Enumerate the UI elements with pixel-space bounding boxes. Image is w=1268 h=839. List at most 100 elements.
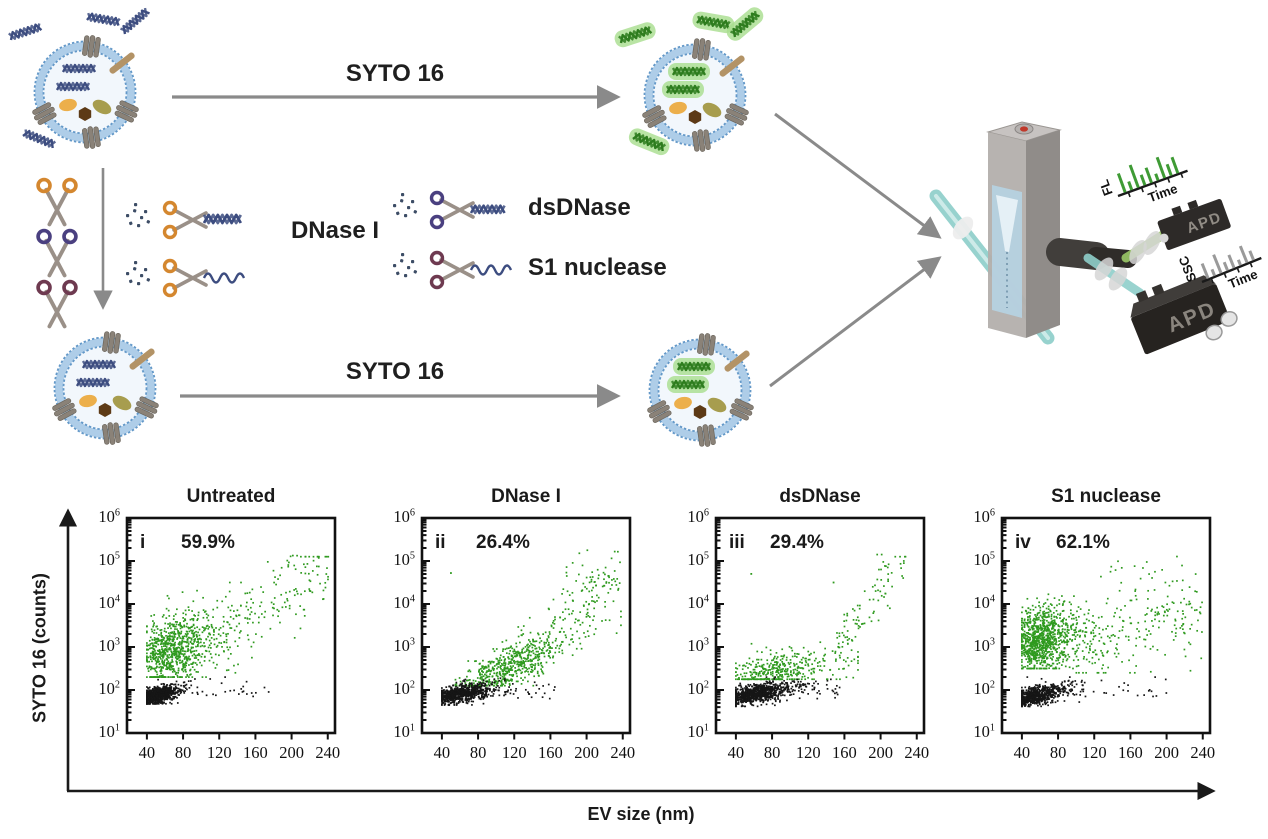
x-tick-label: 40 [727, 743, 745, 762]
dnase-cuts-dsdna-icon [126, 200, 243, 240]
x-tick-label: 160 [538, 743, 563, 762]
y-tick-label: 102 [973, 679, 995, 698]
y-axis-title: SYTO 16 (counts) [29, 573, 50, 723]
scatter-canvas [124, 515, 338, 743]
s1-nuclease-label: S1 nuclease [528, 254, 667, 281]
ev-treated-stained-icon [646, 332, 755, 447]
y-tick-label: 102 [393, 679, 415, 698]
x-tick-label: 240 [315, 743, 341, 762]
flow-cytometer-illustration: APD FL Time [929, 121, 1262, 355]
x-tick-label: 80 [469, 743, 487, 762]
x-tick-label: 120 [206, 743, 232, 762]
x-tick-label: 240 [610, 743, 636, 762]
scatter-canvas [419, 515, 633, 743]
nuclease-scissors-icons [36, 177, 78, 329]
scissors-maroon-icon [36, 279, 78, 329]
x-tick-label: 160 [1118, 743, 1143, 762]
x-tick-label: 40 [1013, 743, 1031, 762]
syto16-label-top: SYTO 16 [345, 60, 445, 87]
y-tick-label: 104 [973, 593, 995, 612]
panel-roman-numeral: i [140, 532, 146, 553]
x-tick-label: 120 [501, 743, 527, 762]
collection-lens-icon [1143, 231, 1161, 255]
x-tick-label: 40 [138, 743, 156, 762]
ev-treated-icon [51, 330, 160, 445]
x-tick-label: 200 [1154, 743, 1179, 762]
ev-untreated-icon [7, 6, 151, 149]
scatter-plot-s1-nuclease: S1 nuclease iv 62.1% 101 102 103 104 105 106 … [957, 486, 1219, 786]
x-tick-label: 80 [763, 743, 781, 762]
x-tick-label: 240 [1190, 743, 1216, 762]
panel-roman-numeral: ii [435, 532, 446, 553]
y-tick-label: 101 [393, 722, 415, 741]
y-tick-label: 105 [393, 550, 415, 569]
arrow-to-cytometer-bottom [769, 256, 942, 388]
x-tick-label: 120 [795, 743, 821, 762]
dnase-label: DNase I [290, 217, 380, 244]
y-tick-label: 103 [393, 636, 415, 655]
panel-roman-numeral: iv [1015, 532, 1031, 553]
plot-annotation: ii 26.4% [435, 532, 530, 554]
y-tick-label: 105 [98, 550, 120, 569]
apd-detector-bottom: APD [1130, 275, 1238, 355]
x-tick-label: 240 [904, 743, 930, 762]
x-tick-label: 40 [433, 743, 451, 762]
plot-annotation: iv 62.1% [1015, 532, 1110, 554]
dnase-cuts-ssdna-icon [126, 258, 246, 298]
plot-title: S1 nuclease [1051, 486, 1161, 507]
fl-axis-label: FL [1096, 178, 1116, 198]
plot-annotation: iii 29.4% [729, 532, 824, 554]
positive-percentage: 62.1% [1056, 532, 1110, 553]
y-tick-label: 101 [973, 722, 995, 741]
scissors-orange-icon [36, 177, 78, 227]
fl-signal-trace: FL Time [1096, 156, 1188, 205]
y-tick-label: 102 [98, 679, 120, 698]
scatter-canvas [713, 515, 927, 743]
plot-annotation: i 59.9% [140, 532, 235, 554]
x-tick-label: 160 [243, 743, 268, 762]
x-tick-label: 200 [574, 743, 599, 762]
plot-title: dsDNase [779, 486, 861, 507]
positive-percentage: 29.4% [770, 532, 824, 553]
ev-stained-icon [613, 4, 767, 157]
y-tick-label: 106 [393, 507, 415, 526]
y-tick-label: 103 [687, 636, 709, 655]
x-tick-label: 160 [832, 743, 857, 762]
dsdnase-label: dsDNase [528, 194, 631, 221]
s1-nuclease-icon [393, 250, 513, 290]
positive-percentage: 26.4% [476, 532, 530, 553]
collection-lens-icon [1094, 257, 1114, 281]
x-tick-label: 120 [1081, 743, 1107, 762]
x-axis-title: EV size (nm) [587, 804, 695, 824]
focusing-lens-icon [952, 216, 974, 240]
ssc-axis-label: SSC [1175, 253, 1199, 284]
scatter-plot-dsdnase: dsDNase iii 29.4% 101 102 103 104 105 106 40 8… [671, 486, 933, 786]
y-tick-label: 106 [973, 507, 995, 526]
sheath-funnel-icon [996, 195, 1018, 252]
y-tick-label: 103 [973, 636, 995, 655]
y-tick-label: 104 [98, 593, 120, 612]
positive-percentage: 59.9% [181, 532, 235, 553]
x-tick-label: 80 [1049, 743, 1067, 762]
y-tick-label: 106 [98, 507, 120, 526]
sample-inlet-icon [1020, 126, 1028, 132]
collection-lens-icon [1129, 240, 1147, 264]
panel-roman-numeral: iii [729, 532, 745, 553]
x-tick-label: 200 [279, 743, 304, 762]
y-tick-label: 106 [687, 507, 709, 526]
plot-title: DNase I [491, 486, 561, 507]
y-tick-label: 104 [687, 593, 709, 612]
scatter-canvas [999, 515, 1213, 743]
apd-detector-top: APD [1157, 198, 1231, 250]
dsdnase-icon [393, 190, 506, 230]
y-tick-label: 105 [687, 550, 709, 569]
y-tick-label: 101 [98, 722, 120, 741]
y-tick-label: 105 [973, 550, 995, 569]
plot-title: Untreated [186, 486, 276, 507]
y-tick-label: 103 [98, 636, 120, 655]
y-tick-label: 102 [687, 679, 709, 698]
scatter-plot-dnase1: DNase I ii 26.4% 101 102 103 104 105 106 40 80… [377, 486, 639, 786]
syto16-label-bottom: SYTO 16 [345, 358, 445, 385]
